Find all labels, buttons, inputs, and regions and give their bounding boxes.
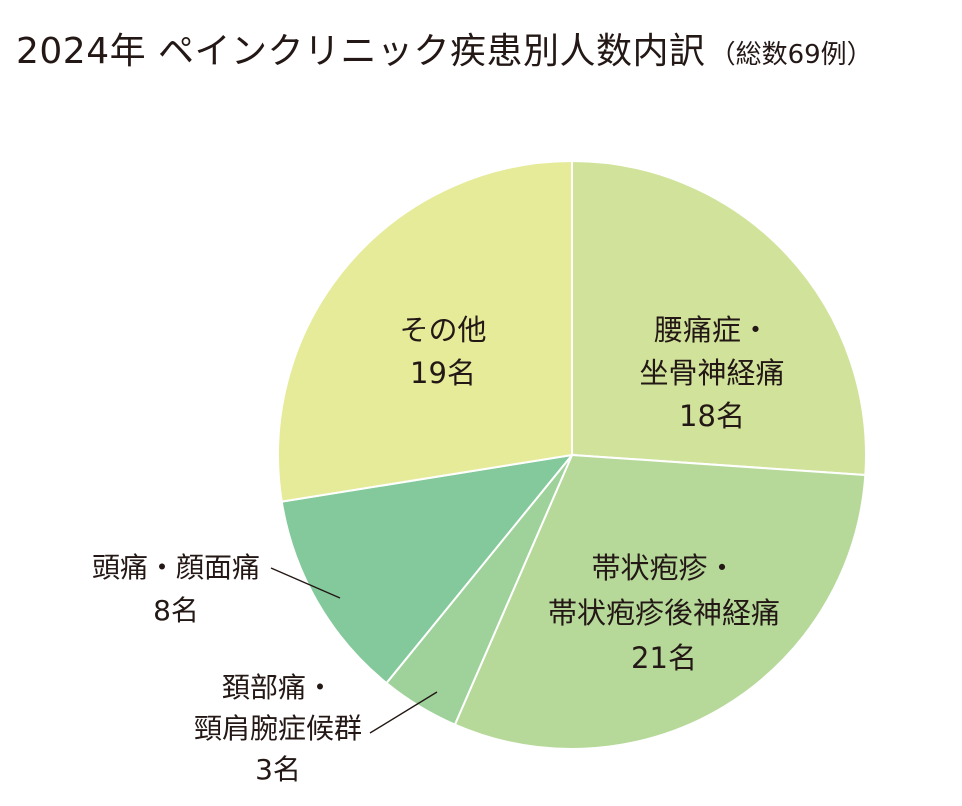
slice-name-label: 頚部痛・ [222, 671, 334, 704]
chart-title: 2024年 ペインクリニック疾患別人数内訳 [16, 31, 706, 72]
slice-name-label: その他 [399, 313, 486, 347]
chart-subtitle: （総数69例） [709, 40, 873, 70]
slice-count-label: 19名 [410, 356, 476, 390]
leader-line-2 [369, 691, 438, 734]
slice-label-2: 頚部痛・頸肩腕症候群 3名 [194, 671, 362, 786]
pie-slice-0 [571, 159, 867, 477]
slice-count-label: 18名 [679, 399, 745, 433]
slice-count-label: 8名 [153, 594, 199, 627]
slice-label-4: その他 19名 [399, 313, 486, 390]
slice-label-3: 頭痛・顔面痛 8名 [92, 551, 260, 627]
slice-name-label: 坐骨神経痛 [639, 356, 784, 390]
leader-lines [270, 567, 438, 734]
pie-slice-3 [280, 453, 575, 685]
leader-line-3 [270, 567, 341, 599]
slice-name-label: 帯状疱疹後神経痛 [548, 596, 780, 630]
slice-count-label: 3名 [255, 753, 301, 786]
slice-name-label: 頸肩腕症候群 [194, 712, 362, 745]
pie-slices [277, 159, 867, 750]
pie-slice-4 [277, 159, 573, 503]
slice-label-1: 帯状疱疹・帯状疱疹後神経痛 21名 [548, 551, 780, 675]
slice-count-label: 21名 [631, 641, 697, 675]
slice-name-label: 腰痛症・ [654, 313, 770, 347]
slice-name-label: 帯状疱疹・ [591, 551, 736, 585]
slice-label-0: 腰痛症・坐骨神経痛 18名 [639, 313, 784, 433]
pie-slice-1 [453, 453, 867, 750]
slice-name-label: 頭痛・顔面痛 [92, 551, 260, 584]
chart-title-row: 2024年 ペインクリニック疾患別人数内訳 （総数69例） [16, 22, 873, 74]
